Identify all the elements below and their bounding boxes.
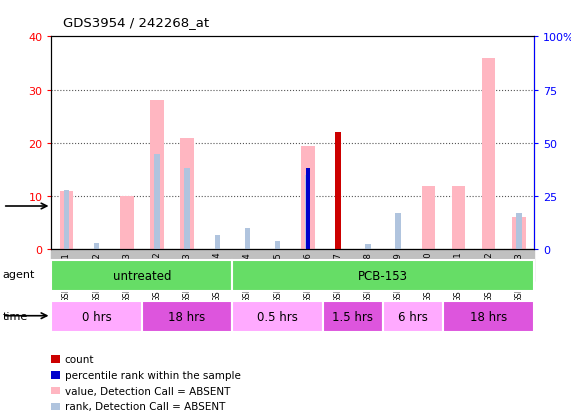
Text: 6 hrs: 6 hrs bbox=[399, 311, 428, 323]
Text: PCB-153: PCB-153 bbox=[358, 269, 408, 282]
Bar bbox=[51, 301, 142, 332]
Bar bbox=[120, 197, 134, 250]
Text: 18 hrs: 18 hrs bbox=[470, 311, 507, 323]
Bar bbox=[245, 229, 250, 250]
Text: count: count bbox=[65, 354, 94, 364]
Text: 0 hrs: 0 hrs bbox=[82, 311, 111, 323]
Bar bbox=[292, 250, 323, 282]
Bar bbox=[452, 186, 465, 250]
Bar bbox=[353, 250, 383, 282]
Bar bbox=[323, 301, 383, 332]
Bar bbox=[275, 241, 280, 250]
Bar bbox=[112, 250, 142, 282]
Bar bbox=[516, 214, 521, 250]
Bar bbox=[232, 260, 534, 291]
Bar bbox=[421, 186, 435, 250]
Bar bbox=[301, 146, 315, 250]
Bar bbox=[306, 169, 309, 250]
Bar bbox=[232, 250, 263, 282]
Bar bbox=[232, 301, 323, 332]
Bar bbox=[51, 260, 232, 291]
Text: percentile rank within the sample: percentile rank within the sample bbox=[65, 370, 240, 380]
Bar bbox=[202, 250, 232, 282]
Text: value, Detection Call = ABSENT: value, Detection Call = ABSENT bbox=[65, 386, 230, 396]
Bar bbox=[142, 301, 232, 332]
Bar bbox=[51, 250, 82, 282]
Bar bbox=[64, 190, 69, 250]
Bar bbox=[142, 250, 172, 282]
Text: 18 hrs: 18 hrs bbox=[168, 311, 206, 323]
Bar bbox=[444, 301, 534, 332]
Bar bbox=[444, 250, 473, 282]
Bar bbox=[383, 301, 444, 332]
Bar bbox=[154, 154, 160, 250]
Bar bbox=[473, 250, 504, 282]
Text: 1.5 hrs: 1.5 hrs bbox=[332, 311, 373, 323]
Text: untreated: untreated bbox=[112, 269, 171, 282]
Bar bbox=[335, 133, 341, 250]
Bar bbox=[512, 218, 525, 250]
Text: time: time bbox=[3, 311, 28, 321]
Bar bbox=[504, 250, 534, 282]
Bar bbox=[383, 250, 413, 282]
Bar bbox=[396, 214, 401, 250]
Bar bbox=[180, 138, 194, 250]
Bar bbox=[305, 176, 311, 250]
Bar bbox=[413, 250, 444, 282]
Bar bbox=[482, 59, 496, 250]
Bar bbox=[215, 235, 220, 250]
Text: rank, Detection Call = ABSENT: rank, Detection Call = ABSENT bbox=[65, 401, 225, 411]
Bar bbox=[184, 169, 190, 250]
Bar bbox=[150, 101, 164, 250]
Bar bbox=[60, 191, 73, 250]
Text: 0.5 hrs: 0.5 hrs bbox=[257, 311, 298, 323]
Bar bbox=[172, 250, 202, 282]
Text: GDS3954 / 242268_at: GDS3954 / 242268_at bbox=[63, 16, 209, 29]
Bar bbox=[263, 250, 292, 282]
Bar bbox=[365, 244, 371, 250]
Bar bbox=[82, 250, 112, 282]
Bar bbox=[323, 250, 353, 282]
Text: agent: agent bbox=[3, 270, 35, 280]
Bar bbox=[94, 244, 99, 250]
